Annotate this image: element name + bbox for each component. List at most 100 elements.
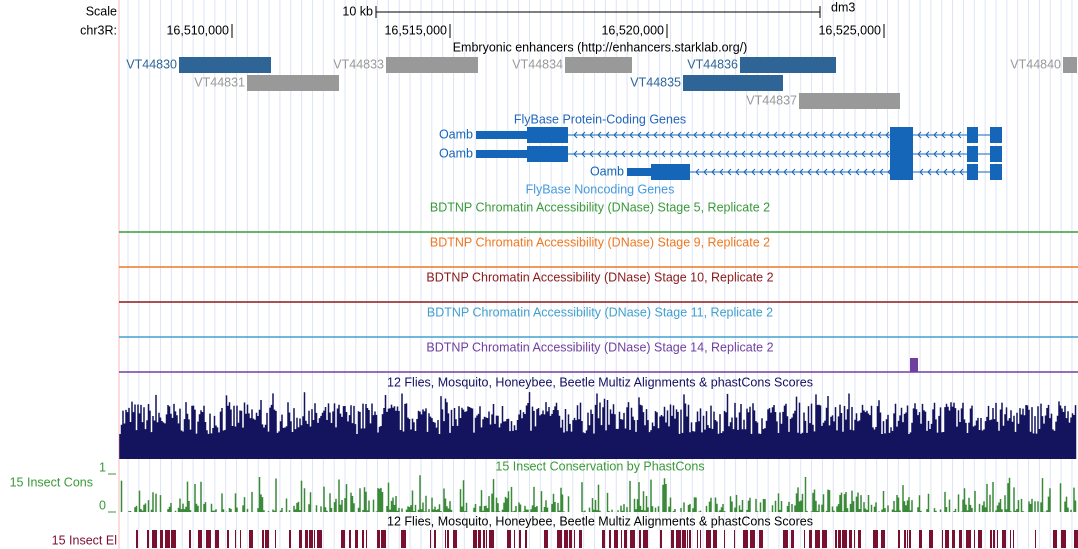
strand-arrow xyxy=(621,150,626,158)
enhancer xyxy=(740,57,836,73)
strand-arrow xyxy=(733,131,738,139)
strand-arrow xyxy=(829,131,834,139)
position-label: 16,525,000 xyxy=(818,23,881,37)
conserved-element xyxy=(262,530,264,548)
conserved-element xyxy=(630,530,635,548)
strand-arrow xyxy=(637,131,642,139)
strand-arrow xyxy=(781,150,786,158)
conserved-element xyxy=(569,530,572,548)
strand-arrow xyxy=(589,150,594,158)
track-label: 15 Insect Cons xyxy=(10,475,93,489)
conserved-element xyxy=(507,530,511,548)
strand-arrow xyxy=(773,150,778,158)
conserved-element xyxy=(952,530,955,548)
conserved-element xyxy=(362,530,364,548)
track-title: Embryonic enhancers (http://enhancers.st… xyxy=(453,40,748,54)
strand-arrow xyxy=(845,131,850,139)
conserved-element xyxy=(401,530,406,548)
conserved-element xyxy=(453,530,457,548)
conserved-element xyxy=(265,530,269,548)
strand-arrow xyxy=(653,150,658,158)
strand-arrow xyxy=(717,131,722,139)
strand-arrow xyxy=(581,131,586,139)
position-label: 16,515,000 xyxy=(384,23,447,37)
scale-span: 10 kb xyxy=(342,4,373,18)
conserved-element xyxy=(275,530,276,548)
conserved-element xyxy=(430,530,431,548)
strand-arrow xyxy=(949,131,954,139)
strand-arrow xyxy=(823,168,828,176)
strand-arrow xyxy=(877,131,882,139)
strand-arrow xyxy=(629,150,634,158)
strand-arrow xyxy=(837,150,842,158)
strand-arrow xyxy=(773,131,778,139)
track-title: 15 Insect Conservation by PhastCons xyxy=(495,459,704,473)
strand-arrow xyxy=(693,131,698,139)
conserved-element xyxy=(706,530,711,548)
conserved-element xyxy=(929,530,933,548)
strand-arrow xyxy=(677,131,682,139)
conserved-element xyxy=(687,530,688,548)
exon xyxy=(990,146,1002,162)
conserved-element xyxy=(574,530,575,548)
conserved-element xyxy=(483,530,485,548)
strand-arrow xyxy=(877,150,882,158)
strand-arrow xyxy=(597,131,602,139)
axis-label: 0 xyxy=(99,498,106,512)
conserved-element xyxy=(215,530,219,548)
strand-arrow xyxy=(743,168,748,176)
enhancer-label: VT44831 xyxy=(194,75,245,89)
conserved-element xyxy=(171,530,176,548)
enhancer xyxy=(683,75,783,91)
conserved-element xyxy=(713,530,717,548)
conserved-element xyxy=(621,530,622,548)
conserved-element xyxy=(519,530,521,548)
strand-arrow xyxy=(941,150,946,158)
track-label: 15 Insect El xyxy=(52,533,117,547)
strand-arrow xyxy=(749,131,754,139)
strand-arrow xyxy=(757,150,762,158)
conserved-element xyxy=(1013,530,1014,548)
enhancer-label: VT44837 xyxy=(746,93,797,107)
strand-arrow xyxy=(831,168,836,176)
enhancer-label: VT44840 xyxy=(1010,57,1061,71)
enhancer-label: VT44833 xyxy=(333,57,384,71)
conserved-element xyxy=(1053,530,1057,548)
strand-arrow xyxy=(839,168,844,176)
strand-arrow xyxy=(933,150,938,158)
conserved-element xyxy=(609,530,611,548)
track-title: 12 Flies, Mosquito, Honeybee, Beetle Mul… xyxy=(387,514,813,528)
strand-arrow xyxy=(853,131,858,139)
conserved-element xyxy=(997,530,998,548)
conserved-element xyxy=(299,530,302,548)
exon xyxy=(990,164,1002,180)
conserved-element xyxy=(783,530,788,548)
conserved-element xyxy=(355,530,358,548)
strand-arrow xyxy=(919,168,924,176)
conserved-element xyxy=(349,530,351,548)
strand-arrow xyxy=(885,150,890,158)
conserved-element xyxy=(815,530,820,548)
conserved-element xyxy=(624,530,627,548)
conserved-element xyxy=(978,530,982,548)
conserved-element xyxy=(682,530,686,548)
conserved-element xyxy=(602,530,605,548)
enhancer-label: VT44830 xyxy=(126,57,177,71)
strand-arrow xyxy=(917,150,922,158)
conserved-element xyxy=(1074,530,1078,548)
strand-arrow xyxy=(581,150,586,158)
conserved-element xyxy=(1035,530,1036,548)
strand-arrow xyxy=(719,168,724,176)
strand-arrow xyxy=(701,150,706,158)
strand-arrow xyxy=(573,131,578,139)
phastcons-wiggle xyxy=(120,475,1077,512)
conserved-element xyxy=(700,530,701,548)
strand-arrow xyxy=(855,168,860,176)
conserved-element xyxy=(227,530,229,548)
strand-arrow xyxy=(613,131,618,139)
strand-arrow xyxy=(861,131,866,139)
strand-arrow xyxy=(597,150,602,158)
strand-arrow xyxy=(669,150,674,158)
strand-arrow xyxy=(757,131,762,139)
conserved-element xyxy=(734,530,735,548)
